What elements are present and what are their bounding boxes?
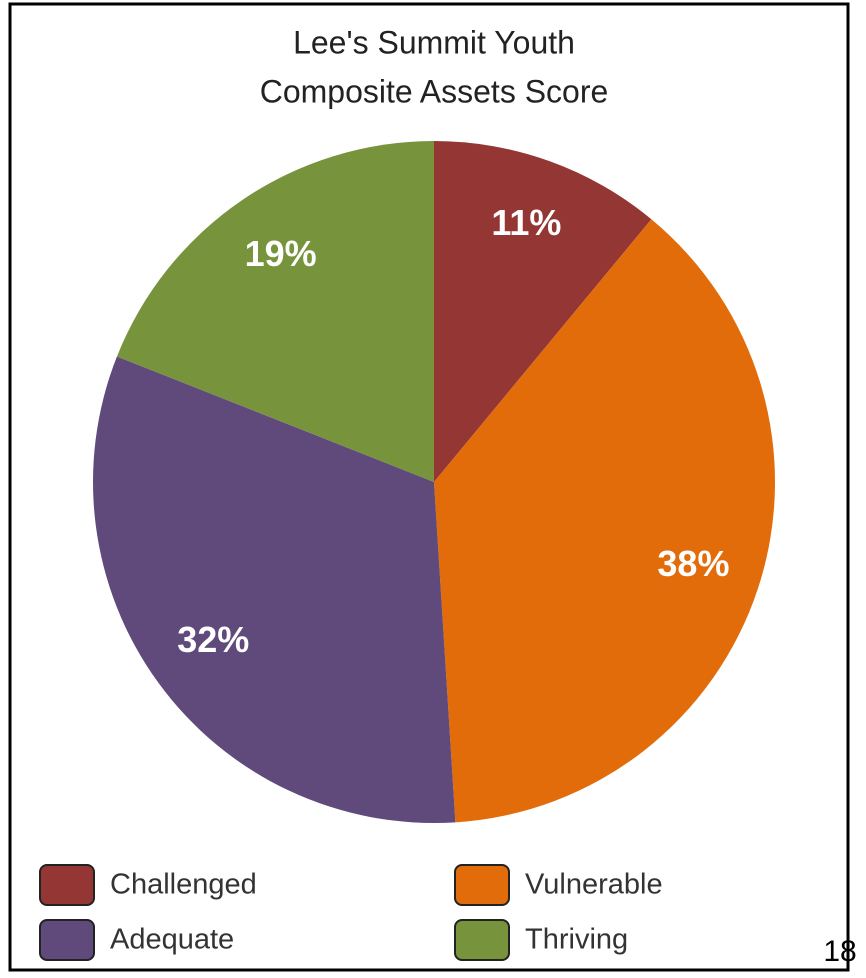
legend-swatch (454, 919, 510, 961)
pie-slice (434, 141, 652, 482)
pie-slice (116, 141, 434, 482)
data-label: 38% (657, 543, 729, 584)
legend-label: Vulnerable (525, 869, 663, 901)
legend-label: Thriving (525, 924, 628, 956)
legend-swatch (39, 864, 95, 906)
data-label: 19% (245, 233, 317, 274)
pie-slice (92, 356, 456, 823)
page-number: 18 (823, 935, 856, 968)
pie-slice (434, 219, 775, 823)
chart-title: Composite Assets Score (260, 73, 609, 109)
data-label: 32% (177, 619, 249, 660)
frame (8, 2, 850, 972)
chart-title: Lee's Summit Youth (293, 24, 575, 60)
legend-swatch (454, 864, 510, 906)
legend-swatch (39, 919, 95, 961)
legend-label: Challenged (110, 869, 257, 901)
data-label: 11% (491, 202, 561, 243)
legend-label: Adequate (110, 924, 234, 956)
